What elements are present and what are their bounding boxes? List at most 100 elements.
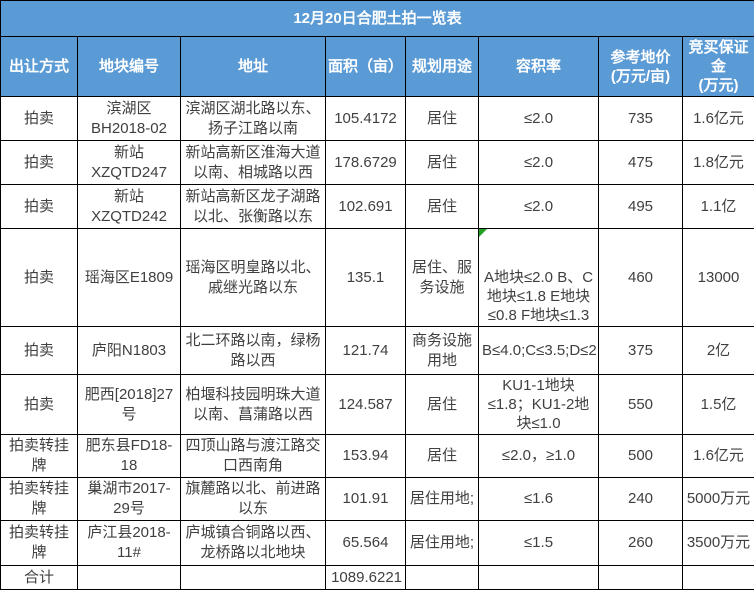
cell-reference-price: 375 [599,327,683,375]
cell-area: 121.74 [326,327,406,375]
cell-parcel-id: 肥西[2018]27号 [78,375,181,435]
cell-plot-ratio: ≤1.5 [479,521,599,566]
empty-cell [683,566,754,590]
cell-address: 滨湖区湖北路以东、扬子江路以南 [181,97,326,141]
table-row: 拍卖 新站XZQTD247 新站高新区淮海大道以南、相城路以西 178.6729… [1,141,754,185]
cell-planned-use: 居住 [406,375,479,435]
cell-method: 拍卖转挂牌 [1,478,78,521]
cell-address: 新站高新区龙子湖路以北、张衡路以东 [181,185,326,229]
cell-area: 124.587 [326,375,406,435]
excel-error-indicator-icon [479,229,487,237]
cell-method: 拍卖 [1,229,78,327]
col-header-parcel-id: 地块编号 [78,37,181,97]
col-header-area: 面积（亩） [326,37,406,97]
cell-plot-ratio: ≤2.0 [479,185,599,229]
table-title: 12月20日合肥土拍一览表 [1,1,754,37]
col-header-method: 出让方式 [1,37,78,97]
cell-method: 拍卖转挂牌 [1,521,78,566]
cell-parcel-id: 庐江县2018-11# [78,521,181,566]
total-label: 合计 [1,566,78,590]
table-row: 拍卖 庐阳N1803 北二环路以南，绿杨路以西 121.74 商务设施用地 B≤… [1,327,754,375]
table-row: 拍卖 瑶海区E1809 瑶海区明皇路以北、戚继光路以东 135.1 居住、服务设… [1,229,754,327]
cell-parcel-id: 新站XZQTD242 [78,185,181,229]
col-header-deposit: 竞买保证金 (万元) [683,37,754,97]
cell-deposit: 1.1亿 [683,185,754,229]
cell-deposit: 2亿 [683,327,754,375]
cell-planned-use: 居住 [406,185,479,229]
cell-planned-use: 居住 [406,97,479,141]
cell-planned-use: 居住用地; [406,478,479,521]
cell-plot-ratio: ≤2.0，≥1.0 [479,435,599,478]
col-header-address: 地址 [181,37,326,97]
total-row: 合计 1089.6221 [1,566,754,590]
cell-planned-use: 居住用地; [406,521,479,566]
cell-reference-price: 735 [599,97,683,141]
cell-deposit: 1.6亿元 [683,435,754,478]
cell-planned-use: 居住、服务设施 [406,229,479,327]
empty-cell [479,566,599,590]
cell-method: 拍卖 [1,327,78,375]
cell-plot-ratio: ≤2.0 [479,97,599,141]
cell-plot-ratio: A地块≤2.0 B、C地块≤1.8 E地块≤0.8 F地块≤1.3 [479,229,599,327]
cell-parcel-id: 新站XZQTD247 [78,141,181,185]
cell-deposit: 3500万元 [683,521,754,566]
title-row: 12月20日合肥土拍一览表 [1,1,754,37]
cell-area: 153.94 [326,435,406,478]
cell-reference-price: 240 [599,478,683,521]
table-row: 拍卖转挂牌 肥东县FD18-18 四顶山路与渡江路交口西南角 153.94 居住… [1,435,754,478]
cell-planned-use: 居住 [406,435,479,478]
cell-plot-ratio: ≤2.0 [479,141,599,185]
cell-method: 拍卖 [1,185,78,229]
cell-area: 105.4172 [326,97,406,141]
table-row: 拍卖转挂牌 巢湖市2017-29号 旗麓路以北、前进路以东 101.91 居住用… [1,478,754,521]
cell-address: 四顶山路与渡江路交口西南角 [181,435,326,478]
col-header-reference-price: 参考地价 (万元/亩) [599,37,683,97]
empty-cell [181,566,326,590]
cell-planned-use: 商务设施用地 [406,327,479,375]
cell-area: 135.1 [326,229,406,327]
cell-parcel-id: 滨湖区BH2018-02 [78,97,181,141]
empty-cell [78,566,181,590]
cell-deposit: 1.5亿 [683,375,754,435]
total-area-value: 1089.6221 [326,566,406,590]
cell-deposit: 1.8亿元 [683,141,754,185]
cell-reference-price: 550 [599,375,683,435]
cell-plot-ratio: ≤1.6 [479,478,599,521]
cell-deposit: 13000 [683,229,754,327]
cell-address: 旗麓路以北、前进路以东 [181,478,326,521]
cell-method: 拍卖 [1,97,78,141]
cell-reference-price: 500 [599,435,683,478]
table-row: 拍卖 肥西[2018]27号 柏堰科技园明珠大道以南、菖蒲路以西 124.587… [1,375,754,435]
cell-address: 柏堰科技园明珠大道以南、菖蒲路以西 [181,375,326,435]
cell-parcel-id: 巢湖市2017-29号 [78,478,181,521]
col-header-planned-use: 规划用途 [406,37,479,97]
cell-reference-price: 495 [599,185,683,229]
cell-method: 拍卖 [1,375,78,435]
cell-address: 新站高新区淮海大道以南、相城路以西 [181,141,326,185]
cell-plot-ratio: KU1-1地块≤1.8；KU1-2地块≤1.0 [479,375,599,435]
header-row: 出让方式 地块编号 地址 面积（亩） 规划用途 容积率 参考地价 (万元/亩) … [1,37,754,97]
cell-reference-price: 460 [599,229,683,327]
cell-address: 北二环路以南，绿杨路以西 [181,327,326,375]
col-header-plot-ratio: 容积率 [479,37,599,97]
empty-cell [599,566,683,590]
plot-ratio-text: A地块≤2.0 B、C地块≤1.8 E地块≤0.8 F地块≤1.3 [484,269,593,324]
cell-parcel-id: 庐阳N1803 [78,327,181,375]
table-row: 拍卖转挂牌 庐江县2018-11# 庐城镇合铜路以西、龙桥路以北地块 65.56… [1,521,754,566]
cell-deposit: 1.6亿元 [683,97,754,141]
cell-plot-ratio: B≤4.0;C≤3.5;D≤2.0 [479,327,599,375]
table-row: 拍卖 滨湖区BH2018-02 滨湖区湖北路以东、扬子江路以南 105.4172… [1,97,754,141]
cell-area: 102.691 [326,185,406,229]
cell-deposit: 5000万元 [683,478,754,521]
cell-parcel-id: 瑶海区E1809 [78,229,181,327]
empty-cell [406,566,479,590]
table-row: 拍卖 新站XZQTD242 新站高新区龙子湖路以北、张衡路以东 102.691 … [1,185,754,229]
cell-method: 拍卖 [1,141,78,185]
cell-address: 庐城镇合铜路以西、龙桥路以北地块 [181,521,326,566]
cell-planned-use: 居住 [406,141,479,185]
cell-method: 拍卖转挂牌 [1,435,78,478]
cell-address: 瑶海区明皇路以北、戚继光路以东 [181,229,326,327]
cell-area: 178.6729 [326,141,406,185]
cell-reference-price: 260 [599,521,683,566]
